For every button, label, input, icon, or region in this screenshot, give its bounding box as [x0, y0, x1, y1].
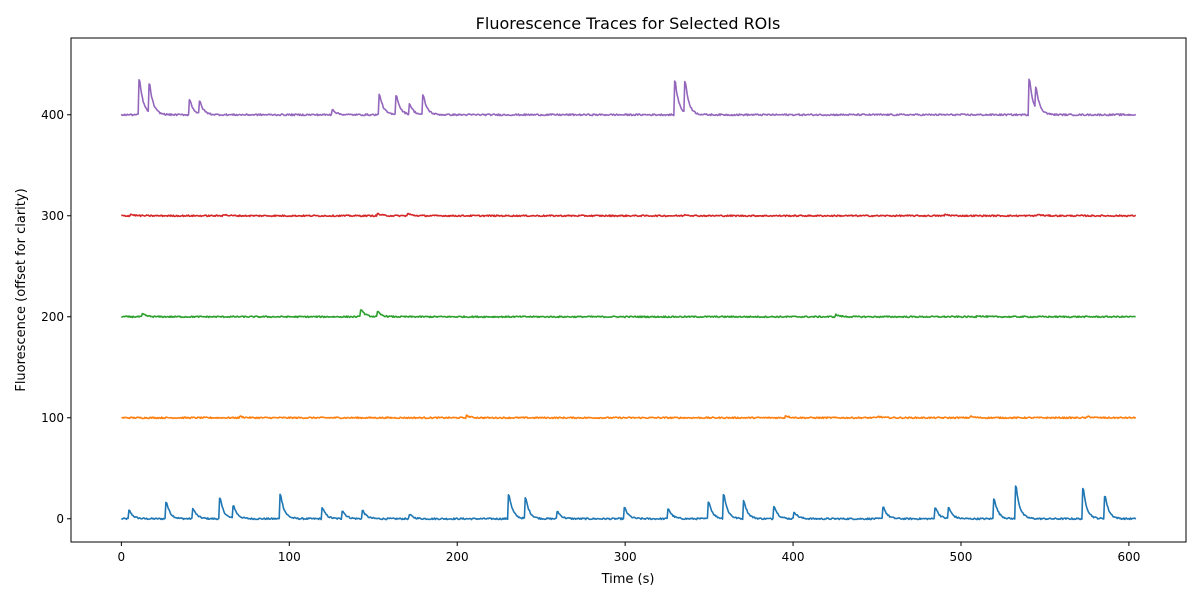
x-tick-label: 600 — [1117, 550, 1140, 564]
y-axis: 0 100 200 300 400 — [41, 108, 71, 526]
x-tick-label: 0 — [118, 550, 126, 564]
y-tick-label: 0 — [56, 512, 64, 526]
plot-frame — [70, 37, 1187, 543]
y-axis-label: Fluorescence (offset for clarity) — [14, 188, 29, 391]
x-tick-label: 500 — [950, 550, 973, 564]
x-tick-label: 100 — [278, 550, 301, 564]
y-tick-label: 300 — [41, 209, 64, 223]
series-line-0 — [120, 485, 1137, 521]
y-tick-label: 100 — [41, 411, 64, 425]
plot-area — [120, 78, 1137, 521]
x-tick-label: 400 — [782, 550, 805, 564]
x-axis-label: Time (s) — [601, 572, 655, 587]
y-tick-label: 400 — [41, 108, 64, 122]
series-line-3 — [121, 212, 1137, 218]
series-line-4 — [120, 78, 1137, 117]
x-tick-label: 300 — [614, 550, 637, 564]
series-line-1 — [121, 414, 1137, 420]
series-line-2 — [121, 309, 1136, 319]
chart-title: Fluorescence Traces for Selected ROIs — [476, 14, 781, 33]
x-tick-label: 200 — [446, 550, 469, 564]
y-tick-label: 200 — [41, 310, 64, 324]
x-axis: 0 100 200 300 400 500 600 — [118, 542, 1140, 564]
